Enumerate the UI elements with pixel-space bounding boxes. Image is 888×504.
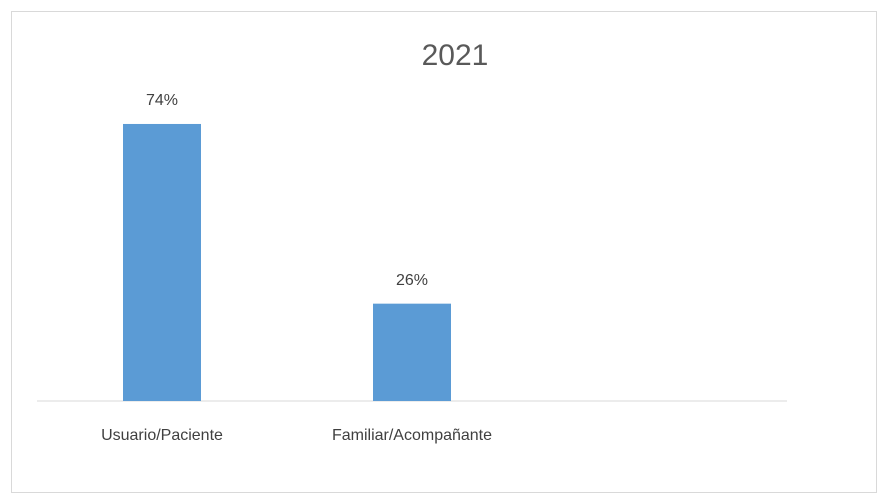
x-tick-label: Familiar/Acompañante: [332, 427, 492, 444]
bar: [373, 303, 451, 401]
chart-title: 2021: [422, 39, 489, 72]
bar: [123, 123, 201, 402]
data-label: 26%: [396, 272, 428, 289]
data-label: 74%: [146, 92, 178, 109]
x-tick-label: Usuario/Paciente: [101, 427, 223, 444]
